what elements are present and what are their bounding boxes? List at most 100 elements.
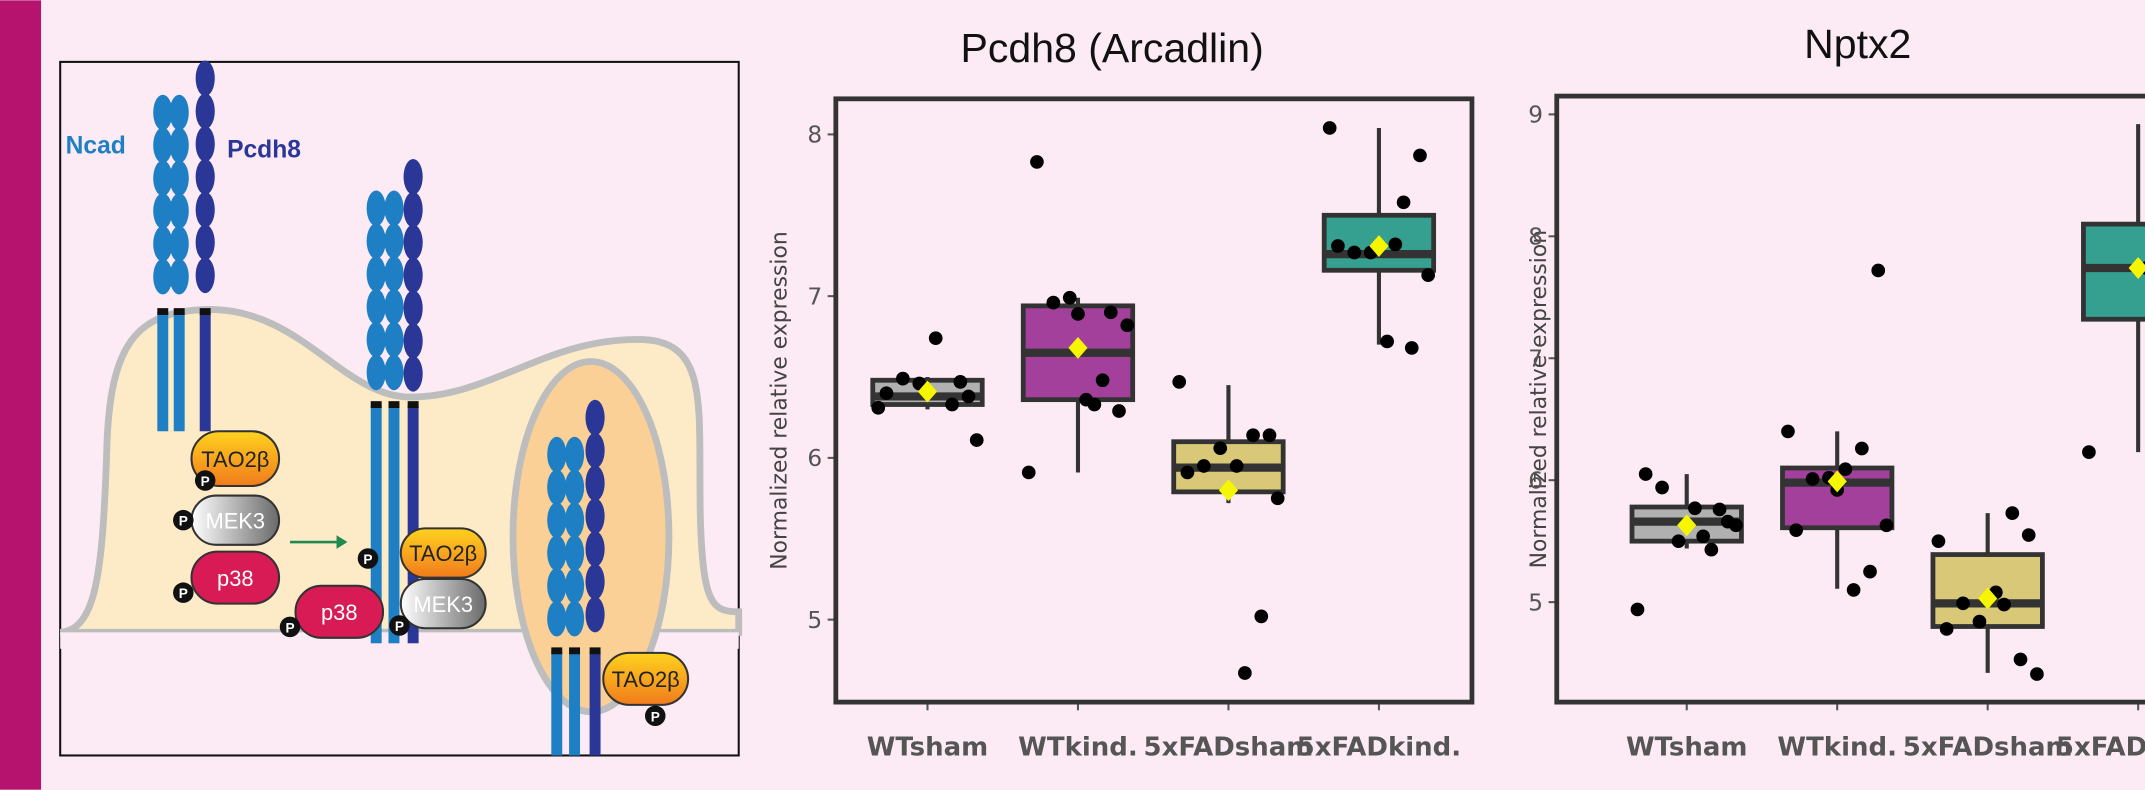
- data-point: [1088, 398, 1102, 412]
- data-point: [929, 331, 943, 345]
- y-tick-label: 8: [1528, 224, 1543, 251]
- domain: [196, 192, 215, 228]
- domain: [404, 323, 423, 359]
- domain: [404, 159, 423, 195]
- anchor: [174, 308, 185, 315]
- data-point: [1331, 239, 1345, 253]
- data-point: [1096, 373, 1110, 387]
- anchor: [590, 647, 601, 654]
- domain: [367, 289, 386, 325]
- kinase-label: MEK3: [413, 592, 473, 617]
- stem: [551, 651, 562, 755]
- data-point: [1863, 565, 1877, 579]
- data-point: [1789, 523, 1803, 537]
- data-point: [1705, 543, 1719, 557]
- domain: [196, 258, 215, 294]
- stem: [389, 405, 400, 643]
- y-tick-label: 5: [807, 607, 822, 634]
- stem: [200, 312, 211, 431]
- domain: [196, 126, 215, 162]
- domain: [547, 502, 566, 538]
- x-tick-label: 5xFADkind.: [2056, 732, 2145, 762]
- domain: [153, 95, 172, 131]
- data-point: [1022, 466, 1036, 480]
- data-point: [1631, 603, 1645, 617]
- data-point: [1871, 264, 1885, 278]
- kinase-label: TAO2β: [409, 541, 477, 566]
- domain: [196, 159, 215, 195]
- phospho-label: P: [179, 586, 188, 601]
- domain: [170, 160, 189, 196]
- stem: [174, 312, 185, 431]
- data-point: [1932, 534, 1946, 548]
- phospho-label: P: [395, 619, 404, 634]
- phospho-label: P: [363, 552, 372, 567]
- y-tick-label: 6: [807, 445, 822, 472]
- y-tick-label: 8: [807, 122, 822, 149]
- chart-title: Nptx2: [1804, 21, 1911, 67]
- data-point: [1030, 155, 1044, 169]
- stem: [590, 651, 601, 755]
- data-point: [1213, 441, 1227, 455]
- domain: [367, 355, 386, 391]
- domain: [565, 535, 584, 571]
- x-tick-label: WTkind.: [1777, 732, 1897, 762]
- domain: [196, 61, 215, 97]
- data-point: [896, 372, 910, 386]
- domain: [170, 259, 189, 295]
- data-point: [1956, 597, 1970, 611]
- data-point: [962, 390, 976, 404]
- domain: [404, 258, 423, 294]
- anchor: [408, 401, 419, 408]
- data-point: [1973, 615, 1987, 629]
- domain: [367, 256, 386, 292]
- data-point: [1672, 534, 1686, 548]
- anchor: [371, 401, 382, 408]
- domain: [547, 535, 566, 571]
- domain: [384, 190, 403, 226]
- stem: [569, 651, 580, 755]
- x-tick-label: WTkind.: [1018, 732, 1138, 762]
- data-point: [2082, 445, 2096, 459]
- data-point: [1847, 583, 1861, 597]
- data-point: [1405, 341, 1419, 355]
- domain: [404, 356, 423, 392]
- data-point: [2022, 528, 2036, 542]
- charts: Pcdh8 (Arcadlin)Normalized relative expr…: [768, 21, 2145, 763]
- y-tick-label: 5: [1528, 589, 1543, 616]
- domain: [585, 498, 604, 534]
- page: Ncad Pcdh8 TAO2βMEK3p38TAO2βMEK3p38TAO2β…: [0, 0, 2145, 790]
- chart-title: Pcdh8 (Arcadlin): [961, 25, 1264, 71]
- anchor: [551, 647, 562, 654]
- anchor: [200, 308, 211, 315]
- domain: [153, 160, 172, 196]
- kinase-label: TAO2β: [612, 667, 680, 692]
- stem: [157, 312, 168, 431]
- domain: [404, 225, 423, 261]
- domain: [153, 128, 172, 164]
- data-point: [1380, 335, 1394, 349]
- data-point: [1639, 467, 1653, 481]
- domain: [367, 223, 386, 259]
- domain: [170, 95, 189, 131]
- domain: [170, 226, 189, 262]
- phospho-label: P: [179, 514, 188, 529]
- data-point: [1197, 459, 1211, 473]
- domain: [384, 289, 403, 325]
- data-point: [1855, 442, 1869, 456]
- domain: [384, 223, 403, 259]
- domain: [384, 355, 403, 391]
- phospho-label: P: [285, 620, 294, 635]
- kinase-label: p38: [321, 600, 358, 625]
- domain: [153, 226, 172, 262]
- data-point: [1254, 610, 1268, 624]
- data-point: [1181, 466, 1195, 480]
- domain: [547, 437, 566, 473]
- data-point: [1172, 375, 1186, 389]
- anchor: [389, 401, 400, 408]
- kinase-label: MEK3: [206, 508, 266, 533]
- y-tick-label: 7: [1528, 345, 1543, 372]
- domain: [547, 601, 566, 637]
- kinase-label: TAO2β: [201, 447, 269, 472]
- data-point: [1880, 518, 1894, 532]
